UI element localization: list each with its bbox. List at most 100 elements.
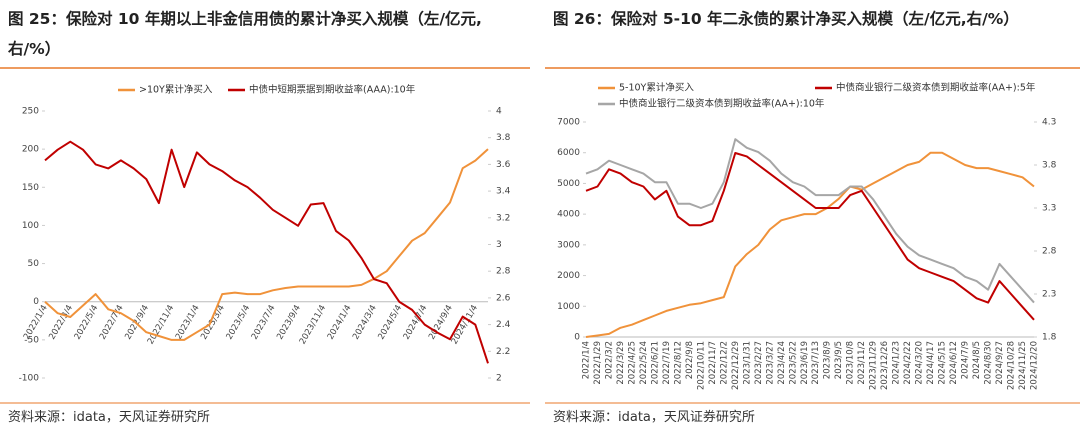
y-tick-label: 250 (22, 107, 39, 117)
x-tick-label: 2023/9/4 (275, 303, 303, 341)
series-line (44, 148, 489, 341)
x-tick-label: 2023/3/4 (199, 303, 227, 341)
y-tick-label: 1000 (557, 302, 580, 312)
x-tick-label: 2022/7/4 (98, 303, 126, 341)
x-tick-label: 2022/6/21 (650, 341, 660, 385)
x-tick-label: 2023/5/4 (225, 303, 253, 341)
chart-title: 图 26：保险对 5-10 年二永债的累计净买入规模（左/亿元,右/%） (553, 10, 1019, 28)
x-tick-label: 2022/1/4 (582, 341, 592, 379)
y2-tick-label: 3.3 (1042, 204, 1056, 214)
y2-tick-label: 2.6 (496, 293, 511, 303)
x-tick-label: 2024/2/22 (903, 341, 913, 385)
x-tick-label: 2023/5/22 (788, 341, 798, 385)
x-tick-label: 2023/6/19 (800, 341, 810, 385)
x-tick-label: 2023/8/9 (823, 341, 833, 379)
series-line (585, 152, 1035, 321)
y-tick-label: 150 (22, 183, 39, 193)
x-tick-label: 2022/8/12 (673, 341, 683, 385)
x-tick-label: 2023/3/27 (765, 341, 775, 385)
y2-tick-label: 3 (496, 240, 502, 250)
legend-label: >10Y累计净买入 (139, 84, 213, 96)
y2-tick-label: 2.8 (496, 267, 511, 277)
chart-title: 图 25：保险对 10 年期以上非金信用债的累计净买入规模（左/亿元, 右/%） (8, 10, 482, 58)
y2-tick-label: 3.8 (1042, 161, 1057, 171)
x-tick-label: 2024/8/30 (984, 341, 994, 385)
x-tick-label: 2023/2/27 (754, 341, 764, 385)
x-tick-label: 2022/4/25 (627, 341, 637, 385)
x-tick-label: 2022/3/29 (616, 341, 626, 385)
x-tick-label: 2024/10/28 (1007, 341, 1017, 390)
y-tick-label: 4000 (557, 210, 580, 220)
legend-label: 5-10Y累计净买入 (619, 82, 694, 94)
x-tick-label: 2024/1/4 (326, 303, 354, 341)
x-tick-label: 2024/1/23 (892, 341, 902, 385)
x-tick-label: 2022/12/29 (731, 341, 741, 390)
y-tick-label: 0 (574, 333, 580, 343)
x-tick-label: 2024/3/20 (915, 341, 925, 385)
x-tick-label: 2022/3/2 (604, 341, 614, 379)
x-tick-label: 2022/9/8 (685, 341, 695, 379)
y-tick-label: 200 (22, 145, 39, 155)
x-tick-label: 2022/5/4 (73, 303, 101, 341)
x-tick-label: 2022/10/11 (696, 341, 706, 390)
y2-tick-label: 2.4 (496, 320, 511, 330)
y2-tick-label: 3.2 (496, 213, 510, 223)
x-tick-label: 2022/3/4 (47, 303, 75, 341)
series-line (585, 151, 1035, 338)
series-line (585, 138, 1035, 304)
x-tick-label: 2022/7/19 (662, 341, 672, 385)
y-tick-label: -100 (19, 374, 40, 384)
x-tick-label: 2024/6/12 (949, 341, 959, 385)
x-tick-label: 2024/7/9 (961, 341, 971, 379)
series-line (44, 140, 489, 364)
y-tick-label: 50 (28, 259, 40, 269)
x-tick-label: 2023/7/4 (250, 303, 278, 341)
x-tick-label: 2023/10/8 (846, 341, 856, 385)
x-tick-label: 2024/4/17 (926, 341, 936, 385)
source: 资料来源：idata，天风证券研究所 (8, 410, 210, 425)
y2-tick-label: 3.6 (496, 160, 511, 170)
y2-tick-label: 1.8 (1042, 333, 1057, 343)
x-tick-label: 2023/1/4 (174, 303, 202, 341)
x-tick-label: 2024/9/4 (427, 303, 455, 341)
y2-tick-label: 4 (496, 107, 502, 117)
x-tick-label: 2023/11/4 (298, 303, 328, 346)
y-tick-label: 6000 (557, 148, 580, 158)
y-tick-label: 2000 (557, 271, 580, 281)
x-tick-label: 2024/9/27 (995, 341, 1005, 385)
x-tick-label: 2022/11/7 (708, 341, 718, 385)
x-tick-label: 2023/7/13 (811, 341, 821, 385)
legend-label: 中债商业银行二级资本债到期收益率(AA+):10年 (619, 98, 825, 110)
x-tick-label: 2023/1/31 (742, 341, 752, 385)
y2-tick-label: 2.8 (1042, 247, 1057, 257)
x-tick-label: 2024/12/20 (1030, 341, 1040, 390)
y2-tick-label: 2 (496, 374, 502, 384)
y2-tick-label: 2.2 (496, 347, 510, 357)
x-tick-label: 2024/8/5 (972, 341, 982, 379)
y-tick-label: 3000 (557, 240, 580, 250)
y-tick-label: 7000 (557, 118, 580, 128)
legend-label: 中债商业银行二级资本债到期收益率(AA+):5年 (836, 82, 1036, 94)
x-tick-label: 2023/11/2 (857, 341, 867, 385)
source: 资料来源：idata，天风证券研究所 (553, 410, 755, 425)
x-tick-label: 2024/5/4 (376, 303, 404, 341)
y-tick-label: 5000 (557, 179, 580, 189)
x-tick-label: 2022/5/24 (639, 341, 649, 385)
y2-tick-label: 3.4 (496, 187, 511, 197)
legend-label: 中债中短期票据到期收益率(AAA):10年 (249, 84, 416, 96)
x-tick-label: 2023/9/5 (834, 341, 844, 379)
x-tick-label: 2022/1/29 (593, 341, 603, 385)
x-tick-label: 2024/5/15 (938, 341, 948, 385)
x-tick-label: 2022/12/2 (719, 341, 729, 385)
x-tick-label: 2023/4/24 (777, 341, 787, 385)
y2-tick-label: 2.3 (1042, 290, 1056, 300)
y-tick-label: -50 (24, 335, 39, 345)
x-tick-label: 2024/7/4 (402, 303, 430, 341)
x-tick-label: 2024/11/25 (1018, 341, 1028, 390)
y-tick-label: 0 (33, 297, 39, 307)
y-tick-label: 100 (22, 221, 39, 231)
x-tick-label: 2023/11/29 (869, 341, 879, 390)
y2-tick-label: 4.3 (1042, 118, 1056, 128)
